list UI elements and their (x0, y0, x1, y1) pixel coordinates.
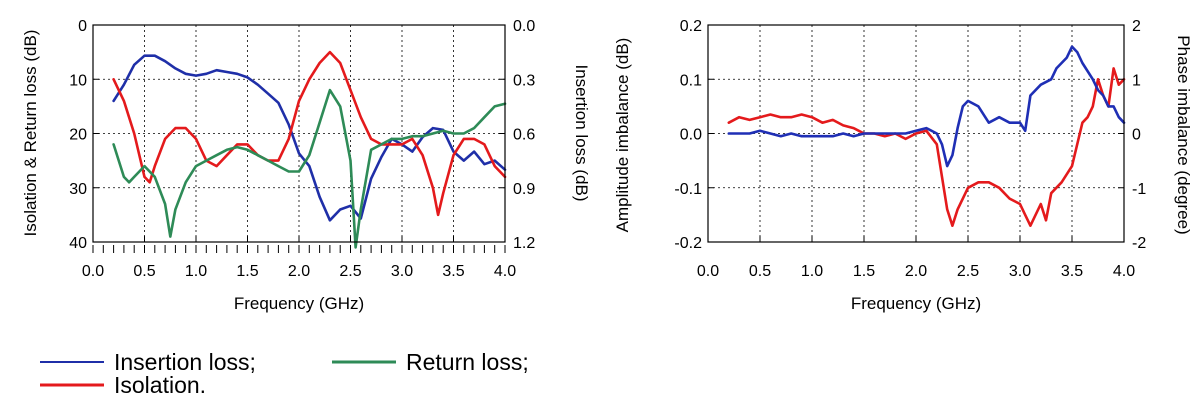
chart1-y-ticks-left: 0 10 20 30 40 (69, 18, 99, 252)
chart1-x-axis-label: Frequency (GHz) (234, 294, 364, 313)
c1-y-tick-label-right: 0.9 (513, 181, 535, 198)
chart2: 0.0 0.5 1.0 1.5 2.0 2.5 3.0 3.5 4.0 0.2 0.1 0.0 -0.… (613, 18, 1193, 313)
c2-x-tick-label: 1.5 (853, 263, 875, 280)
chart2-y-ticks-left: 0.2 0.1 0.0 -0.1 -0.2 (674, 18, 714, 252)
c1-y-tick-label-left: 20 (69, 127, 87, 144)
c1-y-tick-label-left: 40 (69, 235, 87, 252)
c2-x-tick-label: 0.0 (697, 263, 719, 280)
chart2-series (727, 45, 1126, 227)
chart2-x-ticks: 0.0 0.5 1.0 1.5 2.0 2.5 3.0 3.5 4.0 (697, 236, 1135, 280)
c1-x-tick-label: 1.0 (185, 263, 207, 280)
c1-series-return-loss (112, 88, 507, 249)
chart1-y-ticks-right: 0.0 0.3 0.6 0.9 1.2 (499, 18, 535, 252)
legend-label-insertion: Insertion loss; (114, 349, 256, 375)
c2-y-tick-label-left: 0.1 (680, 72, 702, 89)
c2-y-tick-label-left: 0.0 (680, 127, 702, 144)
legend-label-isolation: Isolation. (114, 372, 206, 398)
legend-label-return: Return loss; (406, 349, 529, 375)
c2-y-tick-label-left: -0.1 (674, 181, 702, 198)
c1-x-tick-label: 3.5 (442, 263, 464, 280)
c1-x-tick-label: 0.5 (133, 263, 155, 280)
c1-y-tick-label-left: 10 (69, 72, 87, 89)
chart1-series (112, 50, 507, 249)
c1-y-tick-label-right: 0.3 (513, 72, 535, 89)
chart1: 0.0 0.5 1.0 1.5 2.0 2.5 3.0 3.5 4.0 0 10 20 30 40 0.… (21, 18, 591, 313)
c1-x-tick-label: 2.0 (288, 263, 310, 280)
chart2-x-axis-label: Frequency (GHz) (851, 294, 981, 313)
c2-y-tick-label-right: -2 (1132, 235, 1146, 252)
c2-series-phase-imbalance (727, 45, 1126, 168)
c1-y-tick-label-left: 0 (78, 18, 87, 35)
legend: Insertion loss; Return loss; Isolation. (40, 349, 529, 398)
c1-y-tick-label-left: 30 (69, 181, 87, 198)
c2-x-tick-label: 4.0 (1113, 263, 1135, 280)
c2-x-tick-label: 2.0 (905, 263, 927, 280)
c2-x-tick-label: 2.5 (957, 263, 979, 280)
chart2-y-ticks-right: 2 1 0 -1 -2 (1118, 18, 1146, 252)
c1-series-isolation (112, 50, 507, 217)
c2-y-tick-label-right: 1 (1132, 72, 1141, 89)
c2-series-amplitude-imbalance (727, 67, 1126, 227)
c1-y-tick-label-right: 0.0 (513, 18, 535, 35)
chart1-y-axis-label-right: Insertion loss (dB) (572, 65, 591, 202)
chart1-x-ticks: 0.0 0.5 1.0 1.5 2.0 2.5 3.0 3.5 4.0 (82, 236, 516, 280)
c1-x-tick-label: 2.5 (339, 263, 361, 280)
chart2-y-axis-label-left: Amplitude imbalance (dB) (613, 38, 632, 233)
chart2-y-axis-label-right: Phase imbalance (degree) (1174, 35, 1193, 234)
c2-y-tick-label-right: 0 (1132, 127, 1141, 144)
c1-y-tick-label-right: 0.6 (513, 127, 535, 144)
c1-series-insertion-loss (112, 54, 507, 222)
c2-x-tick-label: 3.5 (1061, 263, 1083, 280)
c1-x-tick-label: 4.0 (494, 263, 516, 280)
chart1-grid (93, 25, 505, 242)
c2-x-tick-label: 3.0 (1009, 263, 1031, 280)
c2-x-tick-label: 0.5 (749, 263, 771, 280)
c1-y-tick-label-right: 1.2 (513, 235, 535, 252)
c2-y-tick-label-left: 0.2 (680, 18, 702, 35)
c2-x-tick-label: 1.0 (801, 263, 823, 280)
chart1-y-axis-label-left: Isolation & Return loss (dB) (21, 30, 40, 237)
c1-x-tick-label: 3.0 (391, 263, 413, 280)
c2-y-tick-label-left: -0.2 (674, 235, 702, 252)
c1-x-tick-label: 0.0 (82, 263, 104, 280)
c2-y-tick-label-right: -1 (1132, 181, 1146, 198)
c1-x-tick-label: 1.5 (236, 263, 258, 280)
c2-y-tick-label-right: 2 (1132, 18, 1141, 35)
